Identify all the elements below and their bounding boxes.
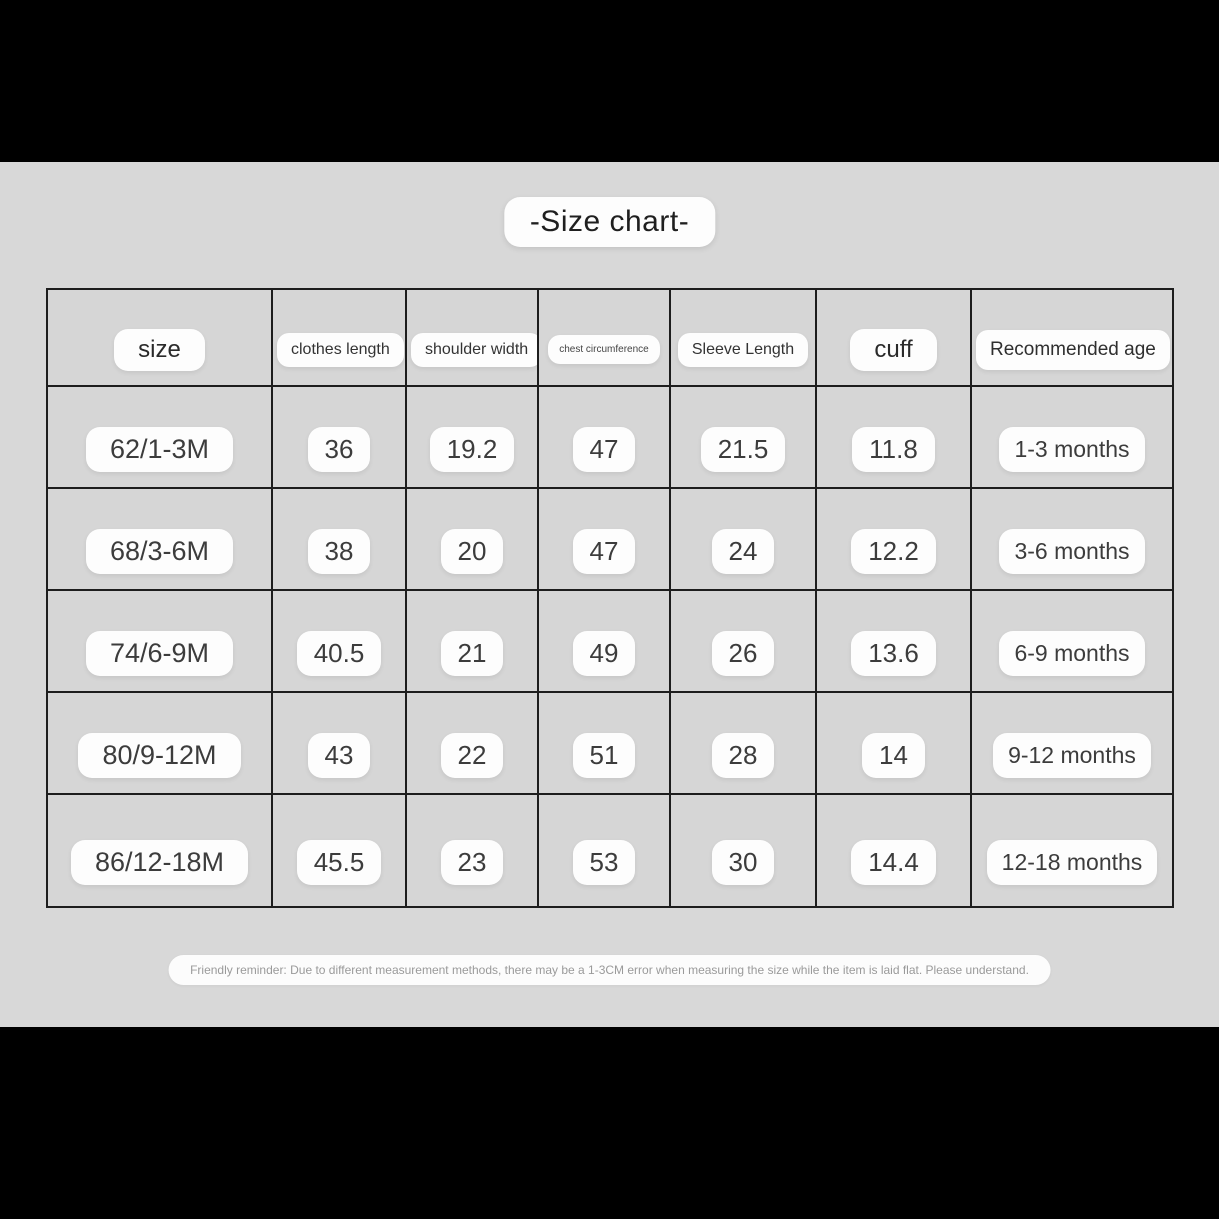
cell-value: 24 <box>711 528 775 574</box>
header-cell-sleeve-length: Sleeve Length <box>669 288 817 387</box>
table-cell: 62/1-3M <box>46 385 273 489</box>
table-cell: 21.5 <box>669 385 817 489</box>
cell-value: 23 <box>440 840 504 885</box>
header-label-sleeve-length: Sleeve Length <box>677 332 809 367</box>
cell-value: 22 <box>440 732 504 778</box>
table-cell: 51 <box>537 691 671 795</box>
cell-value: 80/9-12M <box>78 732 241 778</box>
table-cell: 68/3-6M <box>46 487 273 591</box>
cell-value: 14.4 <box>851 840 936 885</box>
table-cell: 6-9 months <box>970 589 1174 693</box>
cell-value: 6-9 months <box>999 630 1145 676</box>
table-cell: 26 <box>669 589 817 693</box>
cell-value: 14 <box>862 732 925 778</box>
table-cell: 40.5 <box>271 589 407 693</box>
table-cell: 19.2 <box>405 385 539 489</box>
table-cell: 36 <box>271 385 407 489</box>
cell-value: 74/6-9M <box>85 630 234 676</box>
cell-value: 12.2 <box>851 528 936 574</box>
header-cell-chest-circumference: chest circumference <box>537 288 671 387</box>
cell-value: 47 <box>572 528 636 574</box>
header-cell-clothes-length: clothes length <box>271 288 407 387</box>
size-chart-title: -Size chart- <box>503 197 716 247</box>
header-cell-recommended-age: Recommended age <box>970 288 1174 387</box>
table-cell: 86/12-18M <box>46 793 273 908</box>
table-cell: 14.4 <box>815 793 972 908</box>
table-row: 80/9-12M 43 22 51 28 14 9-12 months <box>46 691 1174 795</box>
header-label-cuff: cuff <box>850 328 937 371</box>
table-row: 74/6-9M 40.5 21 49 26 13.6 6-9 months <box>46 589 1174 693</box>
cell-value: 28 <box>711 732 775 778</box>
table-cell: 28 <box>669 691 817 795</box>
header-cell-cuff: cuff <box>815 288 972 387</box>
header-label-recommended-age: Recommended age <box>976 329 1170 370</box>
header-label-shoulder-width: shoulder width <box>411 332 536 367</box>
table-cell: 47 <box>537 385 671 489</box>
table-row: 62/1-3M 36 19.2 47 21.5 11.8 1-3 months <box>46 385 1174 489</box>
table-cell: 38 <box>271 487 407 591</box>
table-cell: 23 <box>405 793 539 908</box>
cell-value: 43 <box>307 732 371 778</box>
table-cell: 45.5 <box>271 793 407 908</box>
cell-value: 12-18 months <box>986 840 1158 885</box>
cell-value: 9-12 months <box>993 732 1151 778</box>
table-cell: 1-3 months <box>970 385 1174 489</box>
cell-value: 86/12-18M <box>70 840 249 885</box>
table-row: 86/12-18M 45.5 23 53 30 14.4 12-18 month… <box>46 793 1174 908</box>
header-row: size clothes length shoulder width chest… <box>46 288 1174 387</box>
cell-value: 40.5 <box>296 630 382 676</box>
table-cell: 22 <box>405 691 539 795</box>
table-cell: 43 <box>271 691 407 795</box>
table-cell: 49 <box>537 589 671 693</box>
table-cell: 30 <box>669 793 817 908</box>
cell-value: 47 <box>572 426 636 472</box>
cell-value: 1-3 months <box>999 426 1145 472</box>
cell-value: 21.5 <box>700 426 786 472</box>
table-row: 68/3-6M 38 20 47 24 12.2 3-6 months <box>46 487 1174 591</box>
header-label-chest-circumference: chest circumference <box>548 335 660 364</box>
cell-value: 3-6 months <box>999 528 1145 574</box>
table-cell: 11.8 <box>815 385 972 489</box>
cell-value: 45.5 <box>296 840 382 885</box>
table-cell: 74/6-9M <box>46 589 273 693</box>
table-cell: 20 <box>405 487 539 591</box>
table-cell: 9-12 months <box>970 691 1174 795</box>
table-cell: 13.6 <box>815 589 972 693</box>
header-label-size: size <box>114 328 205 371</box>
size-chart-table: size clothes length shoulder width chest… <box>46 288 1174 908</box>
cell-value: 62/1-3M <box>85 426 234 472</box>
cell-value: 26 <box>711 630 775 676</box>
cell-value: 11.8 <box>852 426 935 472</box>
cell-value: 30 <box>711 840 775 885</box>
cell-value: 36 <box>307 426 371 472</box>
table-cell: 3-6 months <box>970 487 1174 591</box>
table-cell: 12.2 <box>815 487 972 591</box>
cell-value: 13.6 <box>851 630 936 676</box>
table-cell: 12-18 months <box>970 793 1174 908</box>
header-cell-shoulder-width: shoulder width <box>405 288 539 387</box>
header-cell-size: size <box>46 288 273 387</box>
cell-value: 38 <box>307 528 371 574</box>
cell-value: 19.2 <box>429 426 515 472</box>
reminder-note: Friendly reminder: Due to different meas… <box>168 955 1051 985</box>
header-label-clothes-length: clothes length <box>277 332 404 367</box>
cell-value: 21 <box>440 630 504 676</box>
table-cell: 14 <box>815 691 972 795</box>
cell-value: 20 <box>440 528 504 574</box>
table-cell: 21 <box>405 589 539 693</box>
cell-value: 49 <box>572 630 636 676</box>
cell-value: 51 <box>572 732 636 778</box>
cell-value: 68/3-6M <box>85 528 234 574</box>
table-cell: 24 <box>669 487 817 591</box>
table-cell: 53 <box>537 793 671 908</box>
cell-value: 53 <box>572 840 636 885</box>
table-cell: 47 <box>537 487 671 591</box>
table-cell: 80/9-12M <box>46 691 273 795</box>
